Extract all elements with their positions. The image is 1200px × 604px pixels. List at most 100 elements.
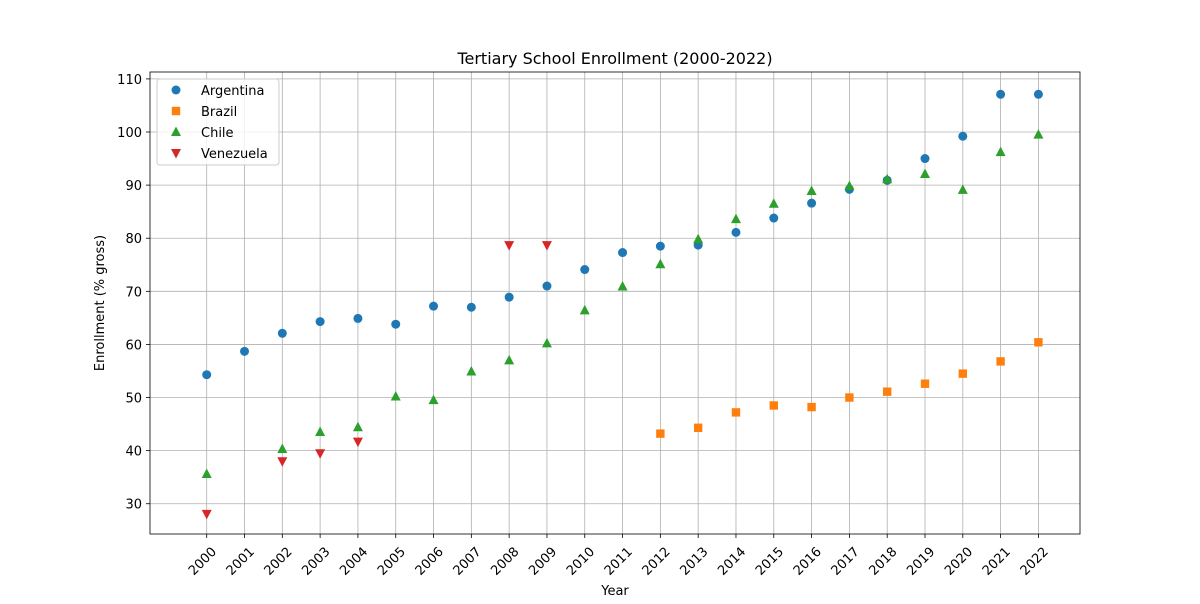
- argentina-point: [958, 131, 968, 141]
- argentina-point: [580, 265, 590, 275]
- x-tick-label: 2015: [753, 545, 787, 579]
- chart-title: Tertiary School Enrollment (2000-2022): [456, 49, 772, 68]
- chile-point: [693, 233, 704, 244]
- brazil-point: [731, 408, 741, 417]
- plot-frame: [149, 71, 1081, 535]
- chile-point: [201, 468, 212, 478]
- x-tick-label: 2003: [299, 545, 333, 579]
- legend-label-brazil: Brazil: [201, 105, 237, 120]
- brazil-point: [958, 369, 968, 378]
- y-axis-label: Enrollment (% gross): [93, 235, 108, 371]
- argentina-point: [1033, 89, 1043, 99]
- brazil-point: [845, 393, 854, 402]
- y-tick-label: 90: [125, 179, 142, 194]
- chile-point: [466, 366, 477, 376]
- legend-marker-argentina: [171, 85, 181, 95]
- legend-marker-venezuela: [171, 149, 181, 159]
- x-tick-label: 2006: [413, 545, 447, 579]
- argentina-point: [769, 213, 779, 223]
- argentina-point: [202, 370, 212, 380]
- venezuela-point: [541, 241, 552, 251]
- x-tick-label: 2007: [451, 545, 485, 579]
- x-tick-label: 2008: [488, 545, 522, 579]
- x-tick-label: 2018: [866, 545, 900, 579]
- argentina-point: [315, 317, 325, 327]
- chile-point: [995, 146, 1006, 157]
- chile-point: [806, 185, 817, 195]
- brazil-point: [882, 387, 892, 396]
- chile-point: [315, 426, 326, 437]
- venezuela-point: [504, 241, 515, 251]
- legend-label-venezuela: Venezuela: [201, 147, 268, 162]
- x-tick-label: 2017: [829, 545, 863, 579]
- chile-point: [920, 168, 930, 178]
- y-tick-label: 100: [117, 126, 142, 141]
- points-layer: [201, 89, 1044, 520]
- argentina-point: [996, 89, 1006, 99]
- chile-point: [390, 390, 401, 401]
- chile-point: [768, 198, 779, 208]
- x-axis-label: Year: [600, 584, 629, 599]
- chile-point: [277, 443, 288, 454]
- venezuela-point: [352, 437, 363, 448]
- x-tick-label: 2010: [564, 545, 598, 579]
- x-tick-label: 2020: [942, 545, 976, 579]
- brazil-point: [656, 429, 665, 438]
- brazil-point: [807, 402, 816, 412]
- x-tick-label: 2016: [791, 545, 825, 579]
- chile-point: [730, 213, 741, 224]
- y-tick-label: 30: [125, 498, 142, 513]
- chile-point: [1033, 129, 1044, 139]
- argentina-point: [542, 281, 552, 291]
- x-tick-label: 2002: [262, 545, 296, 579]
- argentina-point: [391, 319, 401, 329]
- argentina-point: [618, 248, 628, 258]
- x-tick-label: 2011: [602, 545, 636, 579]
- venezuela-point: [277, 457, 288, 467]
- y-tick-label: 50: [125, 392, 142, 407]
- argentina-point: [731, 227, 741, 237]
- y-tick-label: 60: [125, 338, 142, 353]
- y-tick-label: 80: [125, 232, 142, 247]
- legend-label-argentina: Argentina: [201, 84, 264, 99]
- legend-box: [156, 78, 280, 166]
- chile-point: [617, 281, 628, 291]
- argentina-point: [920, 154, 930, 164]
- x-tick-label: 2000: [186, 545, 220, 579]
- chile-point: [844, 180, 855, 191]
- grid-layer: [150, 72, 1080, 534]
- y-tick-label: 70: [125, 285, 142, 300]
- x-tick-label: 2012: [640, 545, 674, 579]
- x-tick-label: 2022: [1018, 545, 1052, 579]
- y-tick-label: 40: [125, 445, 142, 460]
- x-tick-label: 2013: [677, 545, 711, 579]
- x-tick-label: 2021: [980, 545, 1014, 579]
- argentina-point: [277, 328, 287, 338]
- argentina-point: [466, 302, 476, 312]
- brazil-point: [1034, 338, 1043, 347]
- legend-label-chile: Chile: [201, 126, 234, 141]
- brazil-point: [769, 401, 778, 410]
- venezuela-point: [201, 509, 212, 520]
- argentina-point: [353, 313, 363, 323]
- legend-marker-chile: [171, 126, 181, 136]
- y-tick-label: 110: [117, 73, 142, 88]
- legend-marker-brazil: [171, 106, 181, 116]
- legend: Argentina Brazil Chile Venezuela: [156, 78, 280, 166]
- chile-point: [579, 304, 590, 315]
- x-tick-label: 2005: [375, 545, 409, 579]
- chile-point: [882, 173, 893, 184]
- x-tick-label: 2009: [526, 545, 560, 579]
- venezuela-point: [315, 449, 326, 459]
- argentina-point: [655, 241, 665, 251]
- argentina-point: [807, 198, 817, 208]
- brazil-point: [920, 379, 930, 388]
- x-tick-label: 2014: [715, 545, 749, 579]
- x-tick-label: 2004: [337, 545, 371, 579]
- argentina-point: [504, 292, 514, 302]
- x-tick-label: 2019: [904, 545, 938, 579]
- brazil-point: [693, 423, 703, 432]
- chile-point: [655, 258, 666, 269]
